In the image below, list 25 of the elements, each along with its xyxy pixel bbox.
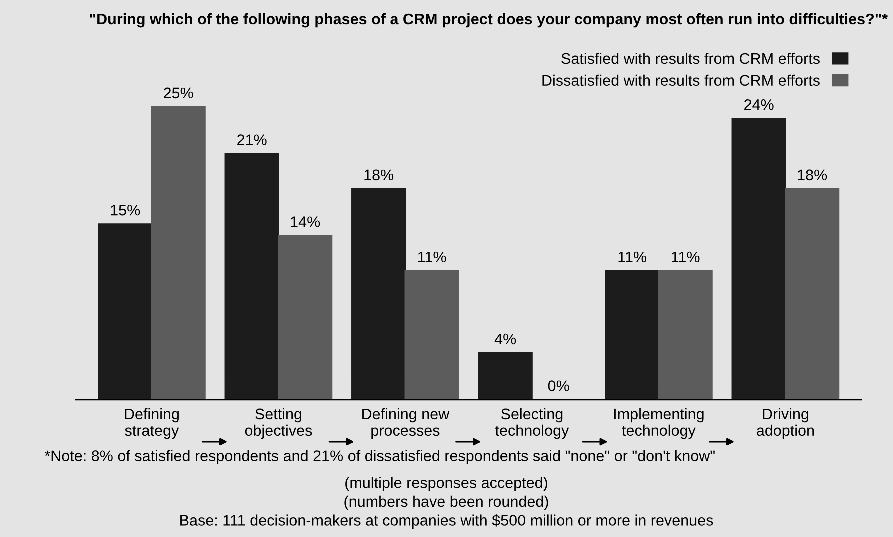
data-label: 25%: [164, 88, 194, 99]
legend-label: Satisfied with results from CRM efforts: [562, 52, 820, 64]
data-label: 21%: [238, 134, 267, 146]
x-tick-label: Setting objectives: [245, 408, 312, 440]
x-tick-label: Implementing technology: [614, 408, 704, 440]
data-label: 11%: [672, 252, 700, 263]
x-tick-label: Defining strategy: [125, 408, 180, 440]
legend-label: Dissatisfied with results from CRM efforts: [542, 74, 820, 86]
text: (multiple responses accepted): [346, 477, 548, 492]
text: Base: 111 decision-makers at companies with $500 million or more in revenues: [180, 514, 714, 529]
data-label: 0%: [548, 380, 570, 392]
data-label: 11%: [418, 252, 446, 263]
x-tick-label: Defining new processes: [362, 408, 450, 440]
data-label: 11%: [618, 252, 647, 263]
text: (numbers have been rounded): [344, 496, 548, 510]
chart-title: "During which of the following phases of a CRM project does your company most often run into difficulties?"*: [90, 13, 888, 28]
data-label: 4%: [494, 334, 516, 345]
data-label: 14%: [291, 216, 320, 228]
x-tick-label: Driving adoption: [757, 408, 814, 440]
text: *Note: 8% of satisfied respondents and 21% of dissatisfied respondents said "none" or "don't know": [44, 450, 715, 465]
data-label: 18%: [798, 170, 828, 181]
data-label: 24%: [744, 99, 774, 110]
x-tick-label: Selecting technology: [495, 408, 570, 440]
data-label: 15%: [111, 204, 140, 216]
data-label: 18%: [364, 170, 394, 181]
